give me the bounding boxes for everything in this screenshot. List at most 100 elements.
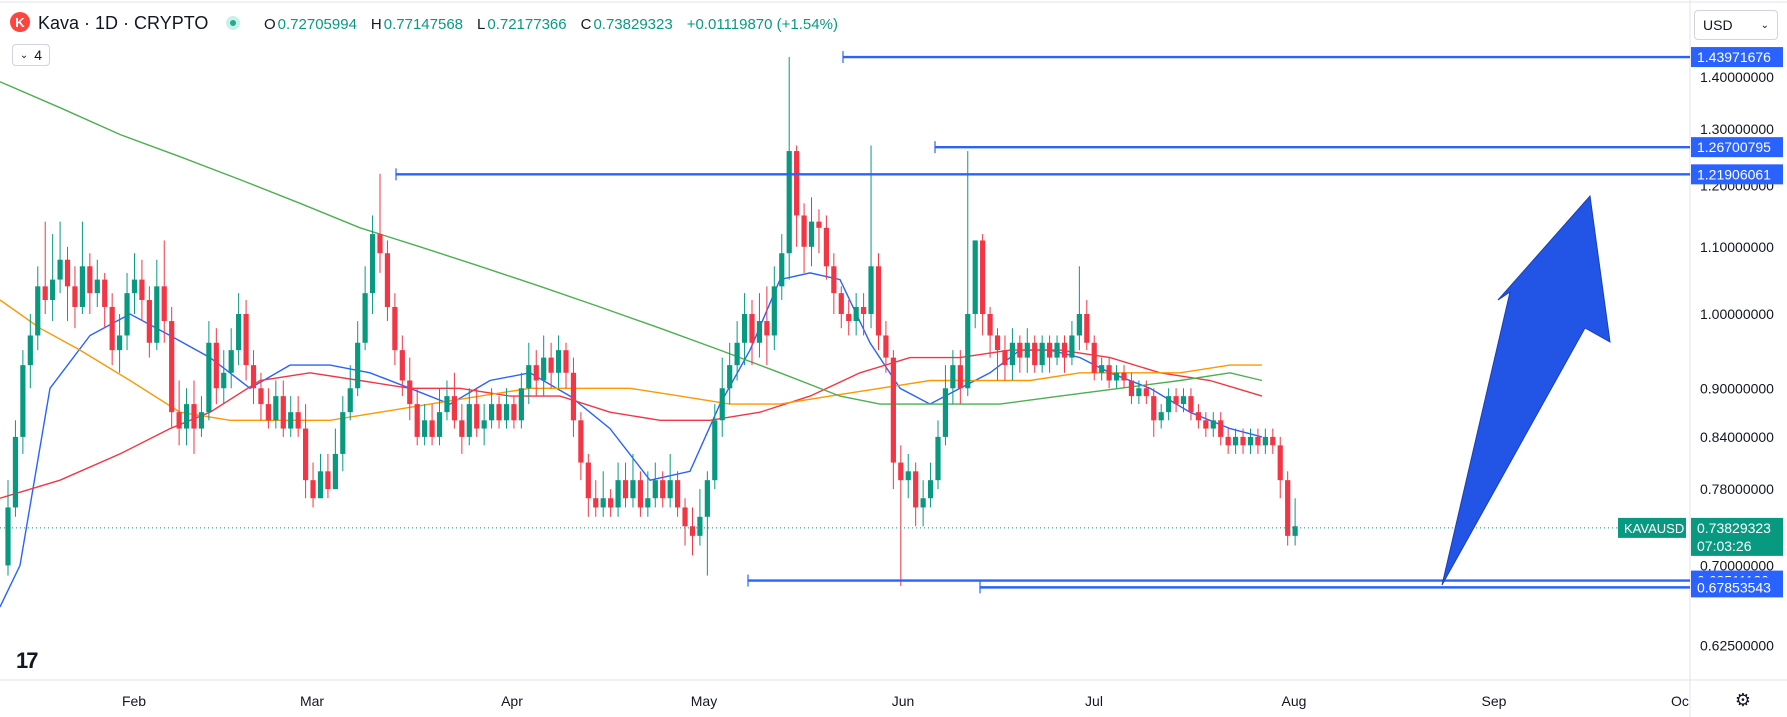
time-tick-label: Feb [122,693,146,709]
candle-body [154,286,160,343]
time-axis: Feb Mar Apr May Jun Jul Aug Sep Oc [122,693,1689,709]
up-arrow-shape[interactable] [1441,194,1611,586]
level-price-label-box [1691,164,1783,185]
candle [1240,428,1246,454]
candle-body [1032,342,1038,366]
candle-body [645,498,651,508]
candle-body [875,266,882,336]
symbol-header: K Kava · 1D · CRYPTO O 0.72705994 H 0.77147… [0,0,1680,46]
candle [771,266,777,351]
candle [27,313,33,389]
candle-body [987,313,993,336]
candle [1032,335,1038,373]
candle [905,453,911,499]
candle-body [288,412,294,429]
candle-body [436,412,443,437]
price-tick-label: 1.40000000 [1700,69,1774,85]
candle [422,404,428,446]
candle [727,342,733,405]
level-price-label: 1.26700795 [1697,139,1771,155]
candle-body [459,420,465,437]
candle-body [117,335,123,351]
candle [466,388,472,446]
price-tick-label: 0.78000000 [1700,481,1774,497]
candle [667,453,673,508]
candle [823,215,829,280]
candle-body [146,300,152,343]
tradingview-logo-icon[interactable]: 17 [16,648,39,673]
currency-select[interactable]: USD ⌄ [1694,10,1778,40]
candle [1054,335,1060,366]
level-price-label-box [1691,577,1783,598]
candle [689,507,696,556]
candle-body [808,221,815,247]
candle-body [920,498,926,508]
candle-body [1255,436,1261,446]
candle [221,350,227,405]
indicators-count: 4 [34,47,43,63]
candle-body [347,388,353,413]
candle-body [600,498,606,508]
candle [1039,335,1045,373]
open-value: 0.72705994 [277,16,357,33]
candle [1255,428,1261,454]
market-status-icon[interactable] [226,16,240,30]
candle-body [541,357,547,381]
candle [1143,380,1149,405]
candle-body [355,342,361,389]
candle-body [444,396,450,413]
candle-body [749,313,755,343]
candle-body [1054,342,1060,358]
candle [57,221,63,294]
candle [712,404,718,490]
candle [838,286,844,329]
candle-body [957,365,963,389]
candle [109,293,115,366]
candle [362,266,368,351]
candle-body [198,412,205,429]
candle-body [831,266,837,294]
candle [1002,335,1008,381]
candle [942,365,949,446]
gear-icon[interactable]: ⚙ [1734,690,1752,710]
candle-body [1061,342,1068,358]
symbol-title[interactable]: Kava · 1D · CRYPTO [38,13,209,33]
candle-body [898,462,904,481]
candle-body [27,335,33,366]
candle-body [451,396,457,421]
high-value: 0.77147568 [383,16,464,33]
candle-body [905,471,911,481]
price-tick-label: 1.10000000 [1700,239,1774,255]
candle [50,234,56,322]
candle-body [1166,396,1172,413]
candle [1225,428,1231,454]
candle [1188,388,1194,421]
candle-body [794,151,800,216]
candle-body [1188,396,1194,413]
candle [176,380,182,446]
candle [637,471,643,517]
candle [1233,428,1239,454]
candle [957,350,963,405]
candle [213,328,219,405]
current-price-label-box [1691,517,1783,556]
candle [1024,328,1030,373]
moving-average-line-3 [0,299,1262,421]
candle [1218,412,1224,446]
candle [1136,380,1142,405]
candle [541,335,547,397]
candle [548,342,554,389]
candle [950,350,956,405]
candle-body [1277,445,1283,481]
candle [987,306,993,358]
candle-body [5,507,11,566]
time-tick-label: Aug [1282,693,1307,709]
candle-body [1113,372,1120,381]
candle-body [1039,342,1045,366]
candle [1106,357,1112,389]
candle [846,300,852,336]
indicators-toggle-button[interactable]: ⌄ 4 [12,44,50,66]
candle [35,266,41,351]
candle [853,293,859,336]
